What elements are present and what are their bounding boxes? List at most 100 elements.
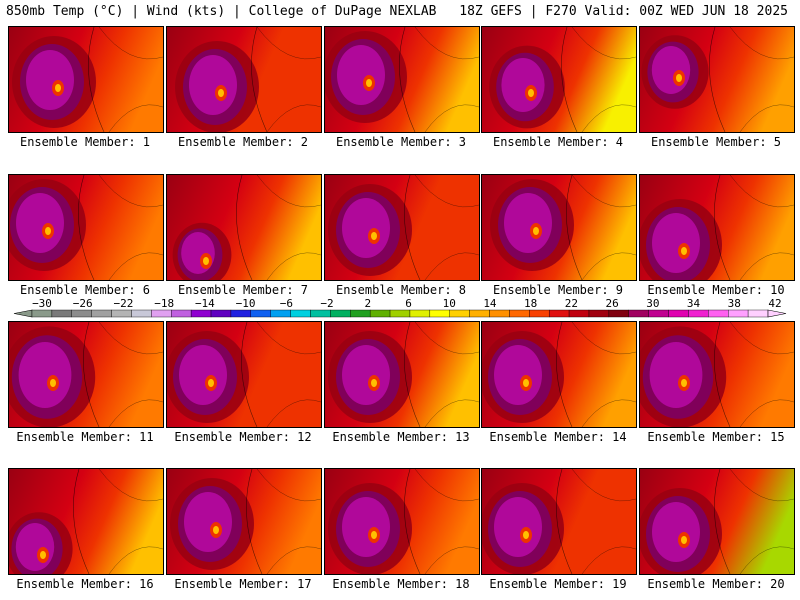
- colorbar-tick-label: −14: [195, 297, 215, 310]
- ensemble-member-label-4: Ensemble Member: 4: [492, 135, 624, 149]
- colorbar-swatch: [270, 309, 291, 318]
- temperature-map-10: [640, 175, 794, 280]
- colorbar-swatch: [728, 309, 749, 318]
- colorbar-tick-label: −30: [32, 297, 52, 310]
- temperature-map-6: [9, 175, 163, 280]
- ensemble-panel-10: [639, 174, 795, 281]
- colorbar-swatch: [310, 309, 331, 318]
- colorbar-swatch: [708, 309, 729, 318]
- colorbar-swatch: [171, 309, 192, 318]
- temperature-map-9: [482, 175, 636, 280]
- colorbar-tick-label: 38: [728, 297, 741, 310]
- ensemble-member-label-18: Ensemble Member: 18: [332, 577, 470, 591]
- header-valid-time: 18Z GEFS | F270 Valid: 00Z WED JUN 18 20…: [459, 4, 788, 19]
- colorbar-swatch: [330, 309, 351, 318]
- colorbar-swatch: [111, 309, 132, 318]
- temperature-map-18: [325, 469, 479, 574]
- ensemble-member-label-6: Ensemble Member: 6: [19, 283, 151, 297]
- colorbar-swatch: [568, 309, 590, 318]
- colorbar-swatch: [290, 309, 311, 318]
- ensemble-member-label-1: Ensemble Member: 1: [19, 135, 151, 149]
- colorbar-tick-label: −2: [320, 297, 333, 310]
- ensemble-member-label-3: Ensemble Member: 3: [335, 135, 467, 149]
- temperature-map-15: [640, 322, 794, 427]
- ensemble-member-label-8: Ensemble Member: 8: [335, 283, 467, 297]
- colorbar-tick-label: 42: [768, 297, 781, 310]
- colorbar-swatch: [628, 309, 649, 318]
- ensemble-member-label-14: Ensemble Member: 14: [489, 430, 627, 444]
- ensemble-panel-4: [481, 26, 637, 133]
- colorbar-swatch: [469, 309, 490, 318]
- ensemble-panel-20: [639, 468, 795, 575]
- colorbar-swatch: [250, 309, 271, 318]
- temperature-map-13: [325, 322, 479, 427]
- temperature-map-3: [325, 27, 479, 132]
- temperature-map-11: [9, 322, 163, 427]
- colorbar-swatch: [668, 309, 689, 318]
- ensemble-panel-6: [8, 174, 164, 281]
- colorbar-swatch: [588, 309, 610, 318]
- colorbar-tick-label: −26: [73, 297, 93, 310]
- colorbar-swatch: [131, 309, 152, 318]
- temperature-map-4: [482, 27, 636, 132]
- temperature-map-2: [167, 27, 321, 132]
- colorbar-swatch: [529, 309, 550, 318]
- temperature-map-17: [167, 469, 321, 574]
- colorbar-swatch: [509, 309, 530, 318]
- temperature-map-8: [325, 175, 479, 280]
- colorbar-tick-label: 22: [565, 297, 578, 310]
- ensemble-panel-17: [166, 468, 322, 575]
- colorbar-swatch: [608, 309, 629, 318]
- ensemble-member-label-10: Ensemble Member: 10: [647, 283, 785, 297]
- temperature-map-1: [9, 27, 163, 132]
- colorbar-swatch: [210, 309, 232, 318]
- colorbar-tick-label: 34: [687, 297, 701, 310]
- ensemble-panel-8: [324, 174, 480, 281]
- ensemble-member-label-19: Ensemble Member: 19: [489, 577, 627, 591]
- ensemble-member-label-12: Ensemble Member: 12: [174, 430, 312, 444]
- temperature-map-14: [482, 322, 636, 427]
- colorbar-tick-label: 14: [483, 297, 497, 310]
- colorbar-tick-label: 18: [524, 297, 537, 310]
- temperature-map-5: [640, 27, 794, 132]
- colorbar-tick-label: 10: [443, 297, 456, 310]
- colorbar-tick-label: −18: [154, 297, 174, 310]
- ensemble-member-label-15: Ensemble Member: 15: [647, 430, 785, 444]
- ensemble-panel-14: [481, 321, 637, 428]
- ensemble-panel-11: [8, 321, 164, 428]
- ensemble-panel-1: [8, 26, 164, 133]
- ensemble-panel-13: [324, 321, 480, 428]
- colorbar-swatch: [91, 309, 112, 318]
- ensemble-panel-15: [639, 321, 795, 428]
- ensemble-panel-2: [166, 26, 322, 133]
- temperature-map-7: [167, 175, 321, 280]
- colorbar-swatch: [409, 309, 431, 318]
- ensemble-panel-7: [166, 174, 322, 281]
- colorbar-swatch: [429, 309, 450, 318]
- colorbar-swatch: [648, 309, 669, 318]
- colorbar-swatch: [369, 309, 391, 318]
- colorbar-tick-label: 2: [364, 297, 371, 310]
- colorbar-swatch: [688, 309, 709, 318]
- colorbar-swatch: [151, 309, 172, 318]
- ensemble-member-label-11: Ensemble Member: 11: [16, 430, 154, 444]
- ensemble-member-label-16: Ensemble Member: 16: [16, 577, 154, 591]
- ensemble-member-label-13: Ensemble Member: 13: [332, 430, 470, 444]
- temperature-map-20: [640, 469, 794, 574]
- ensemble-panel-18: [324, 468, 480, 575]
- ensemble-panel-3: [324, 26, 480, 133]
- colorbar-swatch: [190, 309, 212, 318]
- ensemble-panel-16: [8, 468, 164, 575]
- temperature-map-19: [482, 469, 636, 574]
- ensemble-member-label-9: Ensemble Member: 9: [492, 283, 624, 297]
- colorbar-swatch: [548, 309, 570, 318]
- ensemble-member-label-5: Ensemble Member: 5: [650, 135, 782, 149]
- ensemble-member-label-20: Ensemble Member: 20: [647, 577, 785, 591]
- colorbar-swatch: [230, 309, 252, 318]
- colorbar-swatch: [389, 309, 411, 318]
- colorbar-swatch: [747, 309, 769, 318]
- ensemble-panel-5: [639, 26, 795, 133]
- header-title: 850mb Temp (°C) | Wind (kts) | College o…: [6, 4, 437, 19]
- ensemble-panel-19: [481, 468, 637, 575]
- colorbar-swatch: [449, 309, 470, 318]
